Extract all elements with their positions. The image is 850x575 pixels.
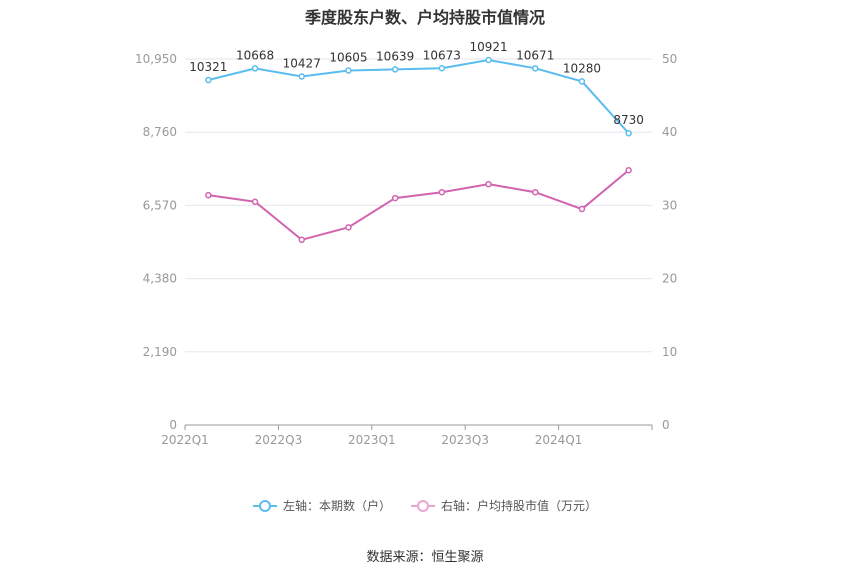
left-series-point: [438, 65, 446, 72]
data-label: 10673: [423, 48, 461, 62]
right-series-point: [205, 191, 212, 199]
right-series-point: [345, 224, 352, 231]
right-series-point: [578, 205, 586, 213]
left-series-point: [251, 65, 259, 72]
left-series-line: [208, 58, 630, 134]
right-axis-tick-label: 10: [662, 345, 677, 359]
data-label: 8730: [613, 113, 644, 127]
right-axis-tick-label: 20: [662, 272, 677, 286]
legend-item-right-series[interactable]: 右轴：户均持股市值（万元）: [411, 497, 597, 514]
data-label: 10605: [329, 51, 367, 65]
left-series-point: [625, 129, 632, 137]
right-series-point: [485, 180, 492, 188]
x-axis-tick-label: 2023Q3: [441, 433, 489, 447]
right-axis-tick-label: 50: [662, 52, 677, 66]
x-axis-tick-label: 2022Q3: [255, 433, 303, 447]
x-axis-tick-label: 2024Q1: [535, 433, 583, 447]
right-series-point: [625, 167, 632, 174]
right-series-point: [532, 188, 539, 196]
x-axis-tick-label: 2022Q1: [161, 433, 209, 447]
left-series-point: [578, 78, 586, 85]
left-series-point: [532, 65, 539, 72]
left-axis-tick-label: 6,570: [143, 198, 177, 212]
legend-marker-icon: [252, 499, 277, 512]
left-axis-tick-label: 10,950: [135, 52, 177, 66]
left-axis-tick-label: 8,760: [143, 125, 177, 139]
legend-item-left-series[interactable]: 左轴：本期数（户）: [252, 497, 391, 514]
data-label: 10321: [189, 60, 227, 74]
left-axis-tick-label: 0: [169, 418, 177, 432]
right-series-point: [391, 194, 399, 202]
data-label: 10671: [516, 48, 554, 62]
right-series-point: [298, 236, 305, 244]
data-label: 10280: [563, 61, 601, 75]
legend-label: 右轴：户均持股市值（万元）: [441, 499, 598, 513]
x-axis-tick-label: 2023Q1: [348, 433, 396, 447]
right-series-point: [438, 188, 446, 196]
right-series-point: [251, 198, 259, 205]
left-series-point: [391, 66, 399, 73]
left-axis-tick-label: 2,190: [143, 345, 177, 359]
data-label: 10639: [376, 49, 414, 63]
legend-label: 左轴：本期数（户）: [282, 499, 391, 513]
data-label: 10427: [283, 56, 321, 70]
chart-plot: 0 2,190 4,380 6,570 8,760 10,950 0 10 20 30 40 50 20…: [135, 40, 677, 447]
right-axis-tick-label: 0: [662, 418, 670, 432]
left-series-point: [298, 73, 305, 80]
legend-marker-icon: [411, 499, 435, 512]
left-series-point: [345, 67, 352, 74]
left-series-point: [485, 56, 492, 64]
data-label: 10668: [236, 48, 274, 62]
right-axis-tick-label: 40: [662, 125, 677, 139]
data-source: 数据来源：恒生聚源: [366, 550, 484, 565]
chart-legend: 左轴：本期数（户） 右轴：户均持股市值（万元）: [0, 497, 850, 514]
left-series-point: [205, 76, 212, 84]
chart-title: 季度股东户数、户均持股市值情况: [304, 8, 545, 27]
data-label: 10921: [469, 40, 507, 54]
left-axis-tick-label: 4,380: [143, 272, 177, 286]
right-axis-tick-label: 30: [662, 198, 677, 212]
right-series-line: [208, 169, 630, 241]
